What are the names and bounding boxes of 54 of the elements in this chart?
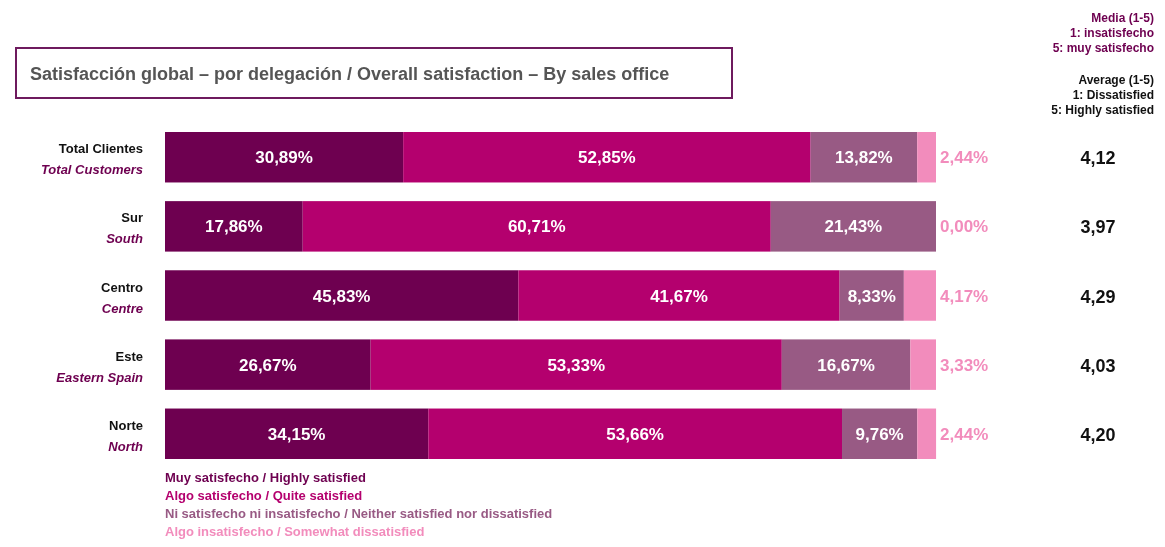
- bar: [518, 270, 840, 321]
- text: Ni satisfecho ni insatisfecho / Neither satisfied nor dissatisfied: [165, 506, 553, 521]
- text: 4,12: [1080, 148, 1116, 169]
- bar: [370, 339, 782, 390]
- bar: [781, 339, 911, 390]
- text: 4,20: [1080, 424, 1116, 445]
- data-label: 21,43%: [824, 217, 883, 237]
- bar: [910, 339, 936, 390]
- category-label: Este Eastern Spain: [56, 348, 143, 385]
- bar: [165, 270, 519, 321]
- data-label: 2,44%: [940, 424, 989, 444]
- category-label: Centro Centre: [101, 279, 143, 316]
- data-label: 17,86%: [205, 217, 263, 237]
- bar: [917, 132, 936, 183]
- data-label: 26,67%: [238, 355, 297, 375]
- data-label: 9,76%: [855, 424, 904, 444]
- text: 4,29: [1080, 286, 1116, 307]
- data-label: 60,71%: [507, 217, 566, 237]
- data-label: 16,67%: [817, 355, 875, 375]
- category-label: Total Clientes Total Customers: [40, 141, 143, 178]
- bar: [810, 132, 918, 183]
- chart-title: Satisfacción global – por delegación / Overall satisfaction – By sales office: [30, 64, 670, 84]
- data-label: 30,89%: [255, 148, 313, 168]
- data-label: 34,15%: [267, 424, 326, 444]
- data-label: 3,33%: [940, 355, 989, 375]
- bar: [770, 201, 936, 252]
- text: Algo satisfecho / Quite satisfied: [165, 488, 363, 503]
- text: Algo insatisfecho / Somewhat dissatisfied: [165, 524, 425, 539]
- data-label: 41,67%: [650, 286, 708, 306]
- bar: [165, 201, 303, 252]
- data-label: 45,83%: [312, 286, 371, 306]
- data-label: 52,85%: [578, 148, 636, 168]
- bar: [403, 132, 811, 183]
- bar: [165, 408, 429, 459]
- data-label: 13,82%: [835, 148, 893, 168]
- bar: [917, 408, 937, 459]
- text: Media (1-5) 1: insatisfecho 5: muy satisfecho: [1052, 11, 1154, 55]
- bar: [903, 270, 936, 321]
- bar: [165, 339, 371, 390]
- data-label: 0,00%: [940, 217, 989, 237]
- text: Average (1-5) 1: Dissatisfied 5: Highly satisfied: [1051, 73, 1154, 117]
- bar: [165, 132, 404, 183]
- data-label: 2,44%: [940, 148, 989, 168]
- bar: [428, 408, 843, 459]
- category-label: Norte North: [108, 417, 143, 454]
- bar: [302, 201, 771, 252]
- series-label: Muy satisfecho / Highly satisfied: [165, 470, 366, 485]
- data-label: 53,66%: [606, 424, 664, 444]
- data-label: 4,17%: [940, 286, 989, 306]
- text: 4,03: [1080, 355, 1116, 376]
- data-label: 8,33%: [847, 286, 896, 306]
- text: 3,97: [1080, 217, 1116, 238]
- data-label: 53,33%: [547, 355, 606, 375]
- category-label: Sur South: [106, 210, 143, 247]
